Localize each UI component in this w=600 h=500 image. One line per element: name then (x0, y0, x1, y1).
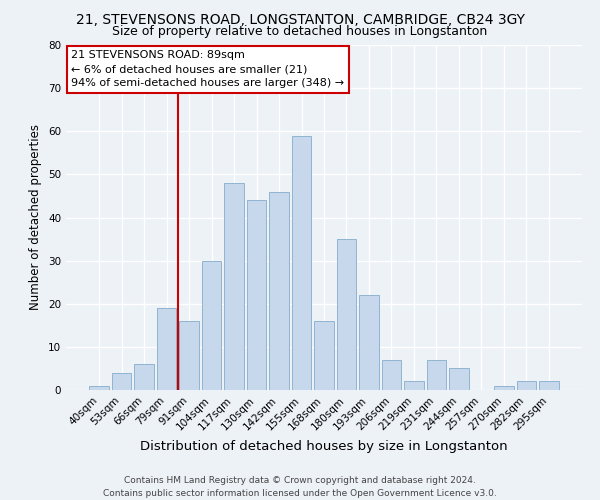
Bar (494, 386, 514, 390)
Bar (359, 295, 379, 390)
Bar (269, 192, 289, 390)
Bar (449, 368, 469, 390)
Bar (517, 382, 536, 390)
Bar (314, 321, 334, 390)
Bar (539, 382, 559, 390)
Text: Contains HM Land Registry data © Crown copyright and database right 2024.
Contai: Contains HM Land Registry data © Crown c… (103, 476, 497, 498)
Bar (337, 239, 356, 390)
Bar (112, 373, 131, 390)
Bar (247, 200, 266, 390)
Y-axis label: Number of detached properties: Number of detached properties (29, 124, 43, 310)
Bar (427, 360, 446, 390)
Text: 21 STEVENSONS ROAD: 89sqm
← 6% of detached houses are smaller (21)
94% of semi-d: 21 STEVENSONS ROAD: 89sqm ← 6% of detach… (71, 50, 344, 88)
Bar (202, 260, 221, 390)
Text: Size of property relative to detached houses in Longstanton: Size of property relative to detached ho… (112, 25, 488, 38)
Bar (179, 321, 199, 390)
Bar (292, 136, 311, 390)
Bar (382, 360, 401, 390)
Bar (89, 386, 109, 390)
Bar (134, 364, 154, 390)
X-axis label: Distribution of detached houses by size in Longstanton: Distribution of detached houses by size … (140, 440, 508, 453)
Text: 21, STEVENSONS ROAD, LONGSTANTON, CAMBRIDGE, CB24 3GY: 21, STEVENSONS ROAD, LONGSTANTON, CAMBRI… (76, 12, 524, 26)
Bar (157, 308, 176, 390)
Bar (224, 183, 244, 390)
Bar (404, 382, 424, 390)
